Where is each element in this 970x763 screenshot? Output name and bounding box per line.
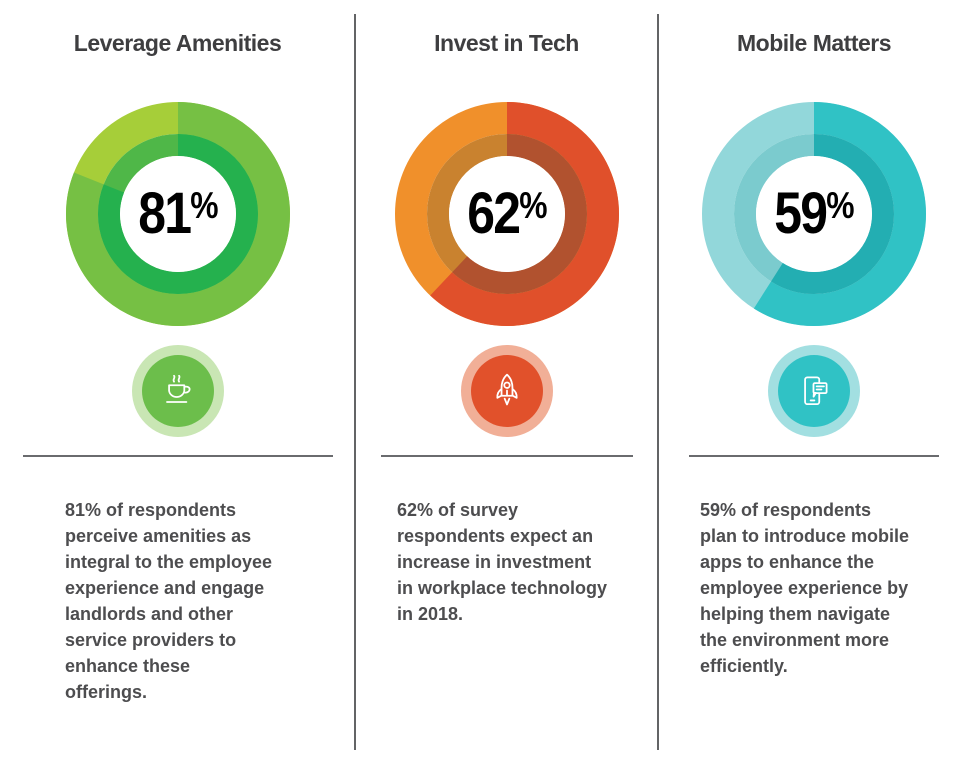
percent-value: 62 xyxy=(466,181,521,246)
donut-chart-mobile: 59% xyxy=(698,98,930,330)
column-invest-in-tech: Invest in Tech 62% 62% of survey respond… xyxy=(355,0,658,763)
description-text: 59% of respondents plan to introduce mob… xyxy=(700,500,910,676)
percent-label: 62% xyxy=(407,98,607,330)
rocket-icon xyxy=(495,373,518,406)
coffee-cup-icon xyxy=(165,374,190,403)
column-leverage-amenities: Leverage Amenities 81% 81% of respondent… xyxy=(0,0,355,763)
description-text: 62% of survey respondents expect an incr… xyxy=(397,500,608,624)
column-title: Mobile Matters xyxy=(736,30,892,56)
percent-sign: % xyxy=(826,184,854,226)
percent-label: 81% xyxy=(78,98,278,330)
icon-badge xyxy=(768,345,860,437)
column-title: Invest in Tech xyxy=(434,30,579,56)
percent-sign: % xyxy=(518,184,547,226)
horizontal-rule xyxy=(380,455,633,457)
icon-badge xyxy=(131,345,224,437)
description-text: 81% of respondents perceive amenities as… xyxy=(65,500,273,702)
mobile-chat-icon xyxy=(804,376,828,406)
donut-rings xyxy=(65,102,290,326)
percent-value: 59 xyxy=(774,181,828,246)
column-mobile-matters: Mobile Matters 59% 59% of respondents pl… xyxy=(658,0,970,763)
vertical-divider-2 xyxy=(657,14,659,750)
donut-rings xyxy=(702,102,926,326)
vertical-divider-1 xyxy=(354,14,356,750)
horizontal-rule xyxy=(22,455,333,457)
percent-sign: % xyxy=(189,184,218,226)
icon-circle xyxy=(778,355,850,427)
icon-circle xyxy=(141,355,214,427)
percent-value: 81 xyxy=(137,181,192,246)
donut-rings xyxy=(394,102,619,326)
donut-chart-amenities: 81% xyxy=(62,98,294,330)
horizontal-rule xyxy=(689,455,939,457)
column-title: Leverage Amenities xyxy=(73,30,282,56)
percent-label: 59% xyxy=(714,98,914,330)
icon-circle xyxy=(470,355,543,427)
donut-chart-tech: 62% xyxy=(391,98,623,330)
icon-badge xyxy=(460,345,553,437)
